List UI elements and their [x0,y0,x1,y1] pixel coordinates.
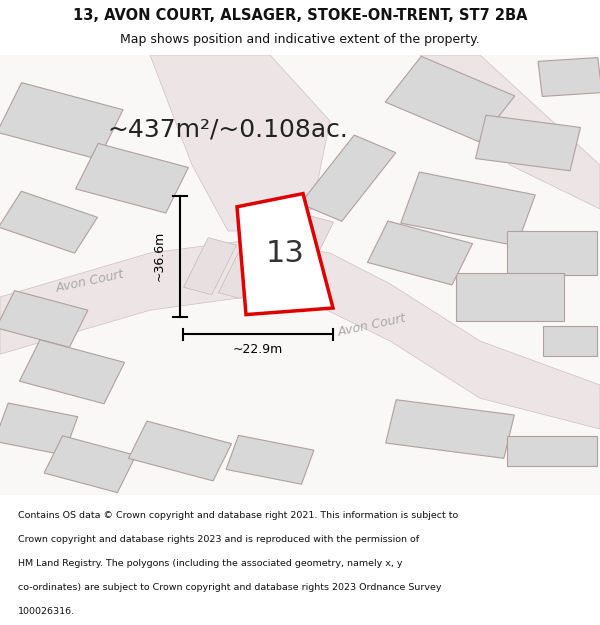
Polygon shape [128,421,232,481]
Polygon shape [543,326,597,356]
Polygon shape [386,400,514,458]
Text: co-ordinates) are subject to Crown copyright and database rights 2023 Ordnance S: co-ordinates) are subject to Crown copyr… [18,582,442,592]
Text: HM Land Registry. The polygons (including the associated geometry, namely x, y: HM Land Registry. The polygons (includin… [18,559,403,568]
Polygon shape [367,221,473,285]
Polygon shape [19,340,125,404]
Text: Map shows position and indicative extent of the property.: Map shows position and indicative extent… [120,33,480,46]
Polygon shape [385,56,515,142]
Polygon shape [290,216,334,264]
Text: 13, AVON COURT, ALSAGER, STOKE-ON-TRENT, ST7 2BA: 13, AVON COURT, ALSAGER, STOKE-ON-TRENT,… [73,8,527,23]
Polygon shape [218,251,262,299]
Text: Contains OS data © Crown copyright and database right 2021. This information is : Contains OS data © Crown copyright and d… [18,511,458,519]
Polygon shape [538,58,600,96]
Polygon shape [401,172,535,246]
Polygon shape [237,194,333,314]
Polygon shape [0,191,97,253]
Text: 100026316.: 100026316. [18,607,75,616]
Polygon shape [0,82,123,159]
Polygon shape [184,238,236,295]
Text: Avon Court: Avon Court [337,312,407,339]
Text: 13: 13 [266,239,304,268]
Polygon shape [420,55,600,209]
Polygon shape [507,231,597,275]
Text: Crown copyright and database rights 2023 and is reproduced with the permission o: Crown copyright and database rights 2023… [18,534,419,544]
Text: ~437m²/~0.108ac.: ~437m²/~0.108ac. [107,118,349,142]
Polygon shape [0,291,88,348]
Polygon shape [44,436,136,492]
Polygon shape [150,55,330,231]
Polygon shape [76,143,188,213]
Polygon shape [507,436,597,466]
Polygon shape [456,272,564,321]
Text: ~36.6m: ~36.6m [152,231,166,281]
Polygon shape [226,436,314,484]
Text: ~22.9m: ~22.9m [233,343,283,356]
Polygon shape [476,115,580,171]
Polygon shape [0,240,600,429]
Text: Avon Court: Avon Court [55,268,125,295]
Polygon shape [300,135,396,221]
Polygon shape [0,403,78,455]
